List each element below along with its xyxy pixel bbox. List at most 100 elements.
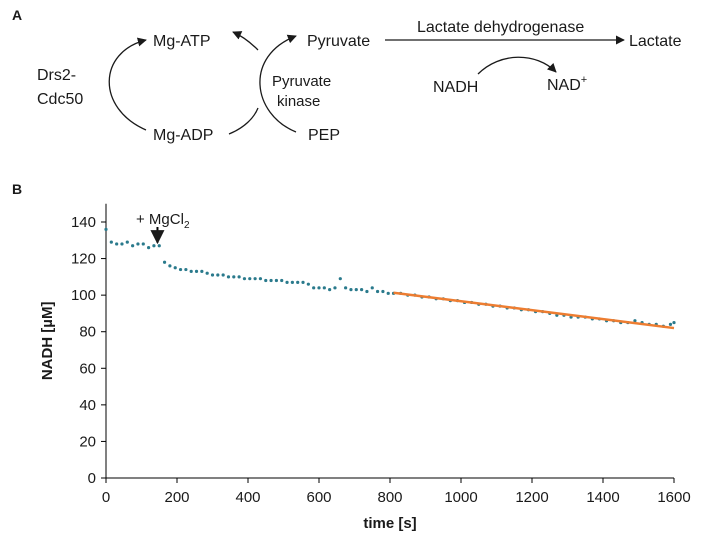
data-point <box>147 246 151 250</box>
data-point <box>115 242 119 246</box>
data-point <box>360 288 364 292</box>
pyruvate-label: Pyruvate <box>307 33 370 50</box>
panel-b-chart: B 0 20 40 60 80 100 120 140 0 200 400 600 800 1000 12… <box>12 181 691 532</box>
panel-a-scheme: A Drs2- Cdc50 Mg-ATP Mg-ADP Pyruvate kin… <box>12 7 682 144</box>
pyruvate-kinase-line1: Pyruvate <box>272 73 331 90</box>
data-point <box>365 289 369 294</box>
data-point <box>301 280 305 284</box>
y-tick-label: 0 <box>88 470 96 487</box>
data-point <box>125 240 129 244</box>
data-point <box>328 288 332 292</box>
data-point <box>232 275 236 279</box>
data-point <box>178 267 183 272</box>
data-point <box>242 277 247 281</box>
x-axis-title: time [s] <box>363 515 416 532</box>
data-point <box>216 273 220 277</box>
data-point <box>296 280 300 284</box>
data-point <box>136 242 140 246</box>
data-point <box>205 271 209 275</box>
data-point <box>338 277 342 281</box>
data-point <box>189 269 193 273</box>
mg-atp-out-arrow <box>232 31 259 51</box>
data-point <box>200 269 204 273</box>
data-point <box>109 240 113 244</box>
mg-atp-label: Mg-ATP <box>153 33 210 50</box>
data-point <box>375 289 380 294</box>
data-points <box>104 227 676 328</box>
panel-b-letter: B <box>12 181 22 197</box>
data-point <box>274 278 278 283</box>
adp-to-pk-arrow <box>228 107 259 135</box>
x-tick-label: 1000 <box>444 489 477 506</box>
data-point <box>248 277 252 281</box>
data-point <box>226 275 231 279</box>
data-point <box>157 244 161 248</box>
data-point <box>120 242 124 246</box>
data-point <box>210 273 215 277</box>
nadh-label: NADH <box>433 79 478 96</box>
lactate-label: Lactate <box>629 33 682 50</box>
enzyme-label-line2: Cdc50 <box>37 91 83 108</box>
data-point <box>672 320 676 325</box>
data-point <box>221 273 225 277</box>
nadh-to-nad-arrow <box>477 56 557 75</box>
x-tick-label: 800 <box>377 489 402 506</box>
y-tick-label: 140 <box>71 214 96 231</box>
data-point <box>194 269 199 273</box>
data-point <box>333 286 337 290</box>
x-tick-label: 1400 <box>586 489 619 506</box>
data-point <box>152 244 156 248</box>
data-point <box>322 286 326 290</box>
panel-a-letter: A <box>12 7 22 23</box>
y-tick-label: 60 <box>79 360 96 377</box>
data-point <box>386 291 390 295</box>
y-tick-label: 120 <box>71 251 96 268</box>
data-point <box>349 288 353 292</box>
data-point <box>354 288 358 292</box>
y-tick-label: 20 <box>79 433 96 450</box>
data-point <box>370 286 374 290</box>
ldh-label: Lactate dehydrogenase <box>417 19 584 36</box>
data-point <box>258 277 263 281</box>
data-point <box>168 264 172 268</box>
data-point <box>184 267 188 272</box>
data-point <box>162 260 167 264</box>
data-point <box>312 286 316 290</box>
x-tick-label: 0 <box>102 489 110 506</box>
data-point <box>285 280 289 284</box>
y-tick-label: 100 <box>71 287 96 304</box>
atp-adp-cycle-arrow <box>108 37 147 131</box>
data-point <box>668 322 673 326</box>
data-point <box>269 278 273 283</box>
data-point <box>104 227 108 231</box>
data-point <box>264 278 268 283</box>
data-point <box>633 319 637 323</box>
x-tick-label: 400 <box>235 489 260 506</box>
data-point <box>131 244 135 248</box>
y-axis-ticks: 0 20 40 60 80 100 120 140 <box>71 214 106 487</box>
data-point <box>173 266 177 270</box>
data-point <box>381 289 385 294</box>
data-point <box>253 277 257 281</box>
x-tick-label: 600 <box>306 489 331 506</box>
x-tick-label: 200 <box>164 489 189 506</box>
data-point <box>237 275 241 279</box>
enzyme-label-line1: Drs2- <box>37 67 76 84</box>
data-point <box>306 282 310 286</box>
x-tick-label: 1200 <box>515 489 548 506</box>
pyruvate-kinase-line2: kinase <box>277 93 320 110</box>
pep-label: PEP <box>308 127 340 144</box>
y-tick-label: 80 <box>79 324 96 341</box>
pyruvate-kinase-cycle-arrow <box>259 34 297 133</box>
data-point <box>317 286 321 290</box>
data-point <box>344 286 348 290</box>
mgcl2-annotation: + MgCl2 <box>136 211 190 231</box>
data-point <box>141 242 145 246</box>
mg-adp-label: Mg-ADP <box>153 127 213 144</box>
data-point <box>280 278 284 283</box>
x-axis-ticks: 0 200 400 600 800 1000 1200 1400 1600 <box>102 478 691 506</box>
y-axis-title: NADH [µM] <box>39 302 56 381</box>
nad-label: NAD+ <box>547 74 587 94</box>
x-tick-label: 1600 <box>657 489 690 506</box>
